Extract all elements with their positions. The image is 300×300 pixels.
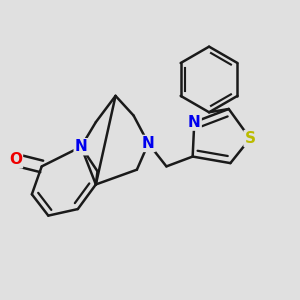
Text: N: N: [75, 139, 88, 154]
Text: S: S: [244, 131, 256, 146]
Text: O: O: [9, 152, 22, 167]
Text: N: N: [188, 115, 201, 130]
Text: N: N: [142, 136, 155, 151]
